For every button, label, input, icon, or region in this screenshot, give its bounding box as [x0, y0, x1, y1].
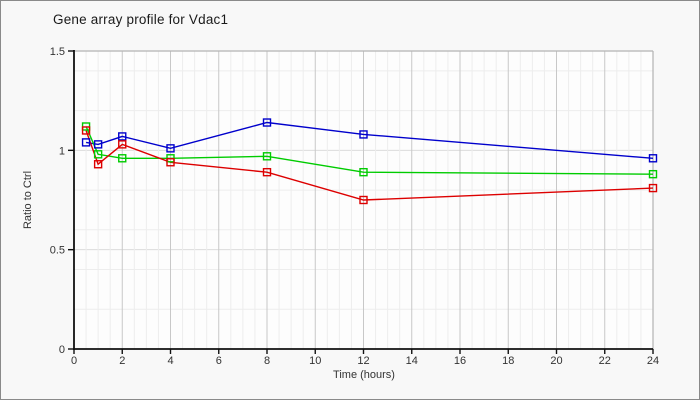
y-tick-label: 1.5 [50, 46, 65, 58]
x-tick-label: 8 [264, 355, 270, 367]
x-tick-label: 16 [454, 355, 466, 367]
series-blue-marker [359, 130, 368, 139]
x-tick-label: 18 [502, 355, 514, 367]
series-blue-marker [262, 118, 272, 127]
series-blue-marker [166, 144, 175, 153]
chart-title: Gene array profile for Vdac1 [53, 12, 229, 27]
series-red-marker [93, 160, 103, 169]
series-red-marker [118, 140, 127, 149]
series-red-marker [648, 183, 658, 193]
x-tick-label: 14 [406, 355, 418, 367]
series-blue-marker [93, 140, 103, 149]
series-green-marker [359, 167, 368, 177]
y-tick-label: 1 [59, 145, 65, 157]
series-red-marker [262, 167, 272, 177]
series-green-marker [648, 169, 658, 179]
x-tick-label: 12 [357, 355, 369, 367]
series-blue-line [85, 121, 654, 159]
series-blue-marker [81, 138, 91, 147]
series-green-marker [262, 152, 272, 161]
x-tick-label: 22 [599, 355, 611, 367]
x-tick-label: 10 [309, 355, 321, 367]
series-blue-marker [648, 154, 658, 163]
x-tick-label: 0 [71, 355, 77, 367]
series-red-marker [81, 126, 91, 135]
series-red-marker [359, 195, 368, 205]
x-axis-label: Time (hours) [333, 369, 395, 381]
series-green-marker [118, 154, 127, 163]
y-tick-label: 0 [59, 344, 65, 356]
series-red-marker [166, 158, 175, 167]
x-tick-label: 2 [119, 355, 125, 367]
x-tick-label: 20 [550, 355, 562, 367]
series-green-marker [93, 150, 103, 159]
x-tick-label: 4 [167, 355, 173, 367]
x-tick-label: 24 [647, 355, 659, 367]
x-tick-label: 6 [216, 355, 222, 367]
y-tick-label: 0.5 [50, 245, 65, 257]
series-blue-marker [118, 132, 127, 141]
